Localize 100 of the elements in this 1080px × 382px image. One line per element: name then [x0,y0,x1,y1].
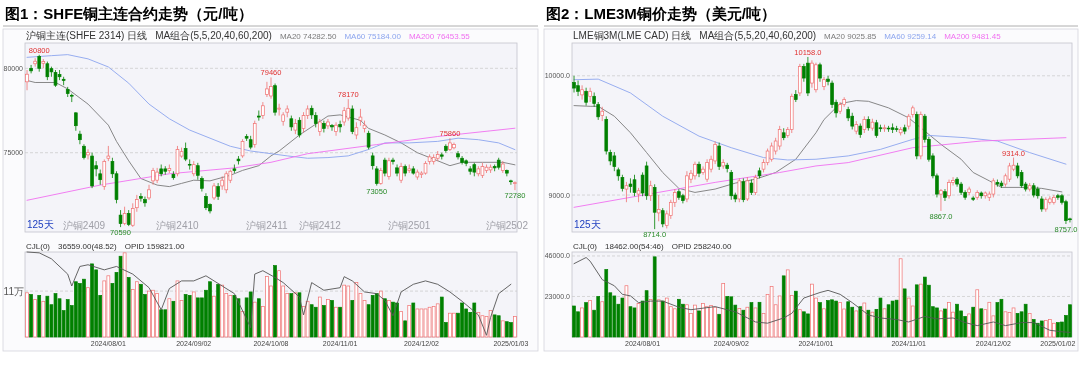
annotation: 125天 [27,219,54,230]
text: LME铜3M(LME CAD) 日线 [573,30,692,41]
candlestick [628,177,633,194]
line-series [26,54,516,159]
bar [472,302,477,338]
candlestick [580,84,584,101]
bar [652,256,657,338]
bar [660,300,665,338]
bar [53,293,58,338]
candlestick [391,157,395,165]
x-tick-label: 沪铜2502 [485,220,529,231]
candlestick [383,157,387,177]
candlestick [387,157,391,181]
candlestick [737,177,742,203]
bar [604,269,609,338]
bar [29,294,33,338]
candlestick [632,174,637,197]
bar [196,297,200,338]
bar [139,283,143,338]
chart-title: 图1：SHFE铜主连合约走势（元/吨） [5,5,253,22]
x-tick-label: 沪铜2411 [246,220,289,231]
bar [370,295,375,338]
bar [935,307,939,338]
bar [289,293,294,338]
bar [216,283,220,338]
bar [620,297,625,338]
candlestick [588,87,592,103]
bar [858,306,863,338]
bar [886,304,891,338]
candlestick [777,125,782,151]
line-series [573,257,1071,333]
candlestick [448,137,452,152]
bar [159,309,164,338]
candlestick [143,196,147,208]
bar [350,300,355,338]
candlestick [648,180,653,202]
bar [878,297,883,338]
bar [65,299,70,338]
text: OPID 159821.00 [124,242,185,251]
bar [890,300,895,338]
bar [729,296,734,338]
x-tick-label: 沪铜2412 [298,220,342,231]
bar [374,293,379,338]
bar [995,302,1000,338]
candlestick [338,120,342,133]
bar [505,321,509,338]
bar [330,300,334,338]
candlestick [460,155,464,165]
candlestick [660,207,665,228]
bar [492,314,497,338]
bar [309,304,314,338]
bar [395,302,399,338]
candlestick [943,188,947,202]
bar [1039,320,1044,338]
text: OPID 258240.00 [671,242,732,251]
bar [826,300,830,338]
candlestick [810,59,814,89]
candlestick [106,145,111,162]
candlestick [342,106,346,127]
bar [171,300,176,338]
bar [496,315,501,338]
bar [126,277,131,338]
bar [1015,313,1020,338]
x-tick-label: 沪铜2501 [388,220,431,231]
bar [914,284,919,338]
bar [460,302,464,338]
bar [999,298,1004,338]
bar [187,295,192,338]
candlestick [822,76,826,91]
bar [273,265,277,338]
candlestick [947,179,951,200]
bar [793,290,798,338]
bar [818,302,822,338]
candlestick [717,142,721,171]
candlestick [685,170,689,203]
candlestick [374,165,379,186]
chart-title: 图2：LME3M铜价走势（美元/吨） [546,5,777,22]
candlestick [74,111,78,132]
candlestick [576,80,580,97]
bar [802,311,806,338]
bar [596,296,601,338]
candlestick [346,98,351,122]
bar [118,255,123,338]
candlestick [701,166,705,176]
text: 18462.00(54:46) [605,242,665,251]
bar [403,320,407,338]
text: MA200 76453.55 [408,32,471,41]
bar [866,309,871,338]
candlestick [330,123,334,132]
text: MA200 9481.45 [944,32,1002,41]
candlestick [86,148,90,160]
text: 36559.00(48.52) [58,242,118,251]
bar [584,302,588,338]
bar [757,301,762,338]
bar [830,299,834,338]
bar [749,302,754,338]
candlestick [509,179,513,186]
text: MA60 75184.00 [344,32,402,41]
bar [45,295,50,338]
bar [943,308,947,338]
